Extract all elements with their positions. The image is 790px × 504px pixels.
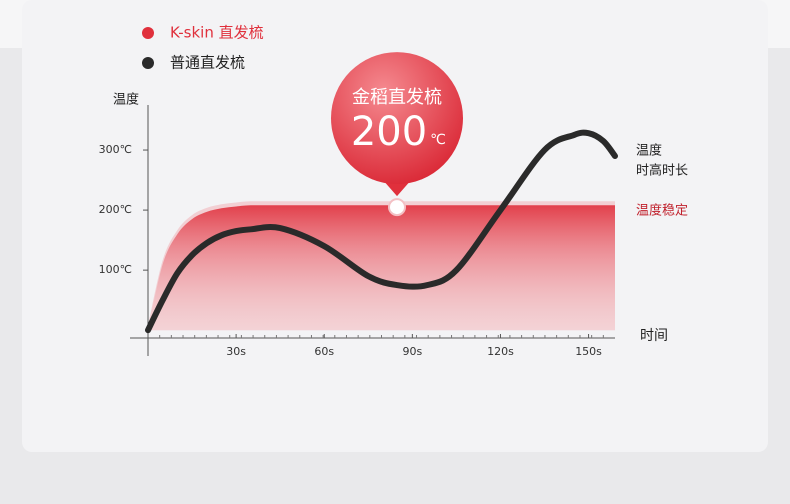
annotation: 温度稳定 — [636, 203, 688, 219]
annotation: 温度 — [636, 143, 662, 159]
callout-point — [388, 198, 406, 217]
callout-title: 金稻直发梳 — [352, 87, 442, 108]
annotation: 时高时长 — [636, 163, 688, 179]
x-tick-label: 150s — [575, 345, 602, 358]
legend-label: K-skin 直发梳 — [170, 24, 264, 42]
x-tick-label: 60s — [314, 345, 334, 358]
legend-label: 普通直发梳 — [170, 54, 245, 72]
y-tick-label: 200℃ — [99, 203, 132, 216]
callout-unit: ℃ — [430, 132, 446, 148]
callout-value: 200 — [351, 109, 427, 155]
x-axis-label: 时间 — [640, 328, 668, 344]
x-tick-label: 120s — [487, 345, 514, 358]
y-tick-label: 300℃ — [99, 143, 132, 156]
area — [148, 205, 615, 331]
x-tick-label: 30s — [226, 345, 246, 358]
y-tick-label: 100℃ — [99, 263, 132, 276]
legend-marker — [142, 57, 154, 69]
legend-marker — [142, 27, 154, 39]
y-axis-label: 温度 — [113, 92, 139, 108]
callout-bubble — [331, 52, 463, 185]
x-tick-label: 90s — [402, 345, 422, 358]
line — [145, 129, 618, 334]
callout-pointer — [383, 180, 411, 197]
